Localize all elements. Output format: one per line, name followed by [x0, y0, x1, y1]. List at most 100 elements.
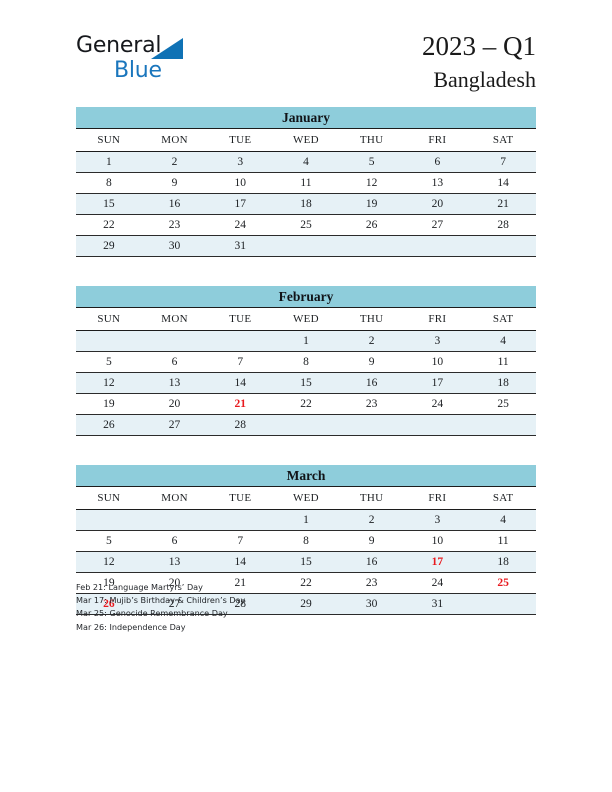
day-cell[interactable]: 14 [207, 372, 274, 394]
day-cell[interactable]: 18 [470, 372, 536, 394]
day-cell[interactable]: 23 [141, 214, 208, 236]
day-cell[interactable]: 15 [273, 372, 339, 394]
day-cell[interactable]: 12 [76, 551, 142, 573]
day-cell[interactable]: 12 [76, 372, 142, 394]
day-cell[interactable]: 7 [207, 530, 274, 552]
day-cell[interactable]: 20 [404, 193, 471, 215]
day-cell[interactable]: 8 [76, 172, 142, 194]
brand-logo[interactable]: General Blue [76, 33, 286, 89]
day-cell[interactable]: 23 [338, 572, 405, 594]
day-cell[interactable]: 28 [207, 414, 274, 436]
day-cell[interactable]: 31 [207, 235, 274, 257]
day-cell[interactable]: 11 [273, 172, 339, 194]
day-cell[interactable]: 30 [338, 593, 405, 615]
day-cell[interactable]: 19 [338, 193, 405, 215]
day-cell[interactable]: 24 [207, 214, 274, 236]
day-cell[interactable]: 11 [470, 351, 536, 373]
page-subtitle: Bangladesh [433, 67, 536, 92]
day-cell[interactable]: 4 [273, 151, 339, 173]
day-cell[interactable]: 28 [470, 214, 536, 236]
day-cell[interactable]: 6 [404, 151, 471, 173]
day-cell[interactable]: 5 [338, 151, 405, 173]
day-cell[interactable]: 10 [404, 530, 471, 552]
day-cell[interactable]: 11 [470, 530, 536, 552]
weekday-header-wed: WED [273, 308, 339, 331]
day-cell[interactable]: 20 [141, 572, 208, 594]
day-cell[interactable]: 12 [338, 172, 405, 194]
day-cell[interactable]: 10 [404, 351, 471, 373]
week-row: 8 9 10 11 12 13 14 [76, 172, 536, 194]
day-cell[interactable]: 16 [338, 372, 405, 394]
day-cell[interactable]: 27 [141, 414, 208, 436]
calendar-list: January SUN MON TUE WED THU FRI SAT 1 2 3 4 5 6 7 8 9 10 1… [76, 107, 536, 644]
day-cell[interactable]: 18 [273, 193, 339, 215]
day-cell[interactable]: 25 [470, 572, 536, 594]
day-cell[interactable]: 13 [404, 172, 471, 194]
day-cell[interactable]: 2 [338, 330, 405, 352]
day-cell[interactable]: 5 [76, 351, 142, 373]
day-cell[interactable]: 29 [76, 235, 142, 257]
day-cell[interactable]: 28 [207, 593, 274, 615]
week-row: 12 13 14 15 16 17 18 [76, 551, 536, 573]
empty-day-cell [76, 330, 142, 352]
day-cell[interactable]: 13 [141, 372, 208, 394]
day-cell[interactable]: 8 [273, 351, 339, 373]
day-cell[interactable]: 30 [141, 235, 208, 257]
day-cell[interactable]: 20 [141, 393, 208, 415]
day-cell[interactable]: 17 [404, 372, 471, 394]
day-cell[interactable]: 6 [141, 530, 208, 552]
day-cell[interactable]: 27 [141, 593, 208, 615]
day-cell[interactable]: 13 [141, 551, 208, 573]
day-cell[interactable]: 19 [76, 572, 142, 594]
day-cell[interactable]: 2 [338, 509, 405, 531]
day-cell[interactable]: 3 [404, 330, 471, 352]
empty-day-cell [207, 509, 274, 531]
day-cell[interactable]: 2 [141, 151, 208, 173]
day-cell[interactable]: 26 [76, 414, 142, 436]
day-cell[interactable]: 26 [76, 593, 142, 615]
day-cell[interactable]: 1 [76, 151, 142, 173]
day-cell[interactable]: 9 [141, 172, 208, 194]
day-cell[interactable]: 4 [470, 509, 536, 531]
day-cell[interactable]: 9 [338, 530, 405, 552]
month-block: January SUN MON TUE WED THU FRI SAT 1 2 3 4 5 6 7 8 9 10 1… [76, 107, 536, 257]
day-cell[interactable]: 18 [470, 551, 536, 573]
day-cell[interactable]: 14 [470, 172, 536, 194]
day-cell[interactable]: 16 [338, 551, 405, 573]
day-cell[interactable]: 22 [273, 393, 339, 415]
day-cell[interactable]: 31 [404, 593, 471, 615]
day-cell[interactable]: 3 [404, 509, 471, 531]
day-cell[interactable]: 7 [207, 351, 274, 373]
day-cell[interactable]: 15 [76, 193, 142, 215]
day-cell[interactable]: 1 [273, 509, 339, 531]
day-cell[interactable]: 15 [273, 551, 339, 573]
day-cell[interactable]: 8 [273, 530, 339, 552]
day-cell[interactable]: 9 [338, 351, 405, 373]
day-cell[interactable]: 24 [404, 572, 471, 594]
day-cell[interactable]: 21 [207, 393, 274, 415]
day-cell[interactable]: 23 [338, 393, 405, 415]
day-cell[interactable]: 21 [207, 572, 274, 594]
day-cell[interactable]: 7 [470, 151, 536, 173]
day-cell[interactable]: 25 [273, 214, 339, 236]
day-cell[interactable]: 1 [273, 330, 339, 352]
day-cell[interactable]: 27 [404, 214, 471, 236]
day-cell[interactable]: 17 [207, 193, 274, 215]
day-cell[interactable]: 29 [273, 593, 339, 615]
day-cell[interactable]: 16 [141, 193, 208, 215]
day-cell[interactable]: 17 [404, 551, 471, 573]
day-cell[interactable]: 19 [76, 393, 142, 415]
day-cell[interactable]: 21 [470, 193, 536, 215]
day-cell[interactable]: 3 [207, 151, 274, 173]
day-cell[interactable]: 26 [338, 214, 405, 236]
day-cell[interactable]: 24 [404, 393, 471, 415]
day-cell[interactable]: 6 [141, 351, 208, 373]
day-cell[interactable]: 5 [76, 530, 142, 552]
day-cell[interactable]: 22 [273, 572, 339, 594]
day-cell[interactable]: 25 [470, 393, 536, 415]
day-cell[interactable]: 14 [207, 551, 274, 573]
day-cell[interactable]: 4 [470, 330, 536, 352]
day-cell[interactable]: 10 [207, 172, 274, 194]
day-cell[interactable]: 22 [76, 214, 142, 236]
